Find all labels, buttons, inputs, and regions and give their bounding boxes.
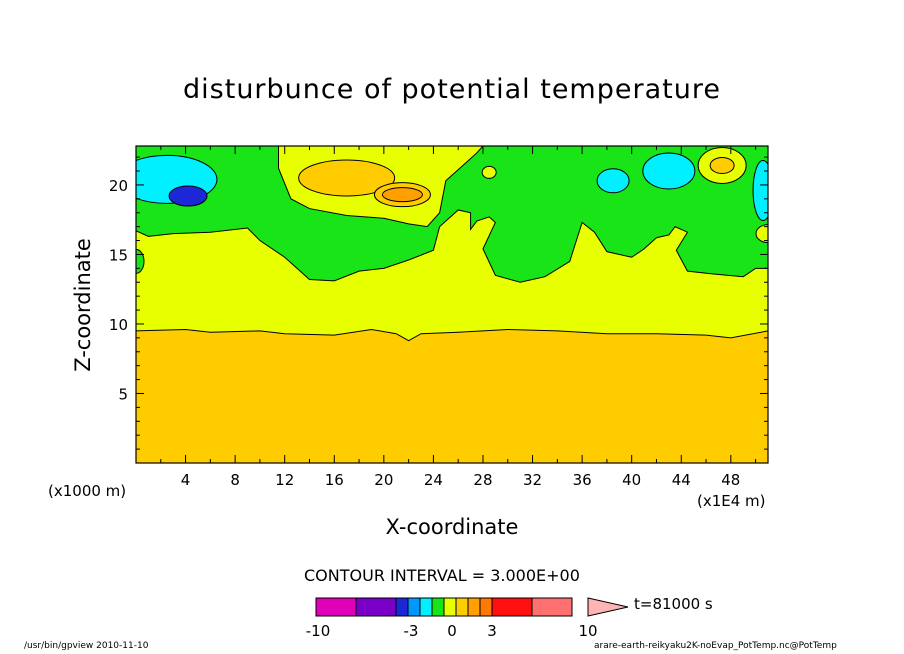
contour-interval-label: CONTOUR INTERVAL = 3.000E+00: [304, 566, 580, 585]
contour-layers: [136, 146, 768, 463]
region-lower-orange: [136, 329, 768, 463]
colorbar-tick-label: -10: [305, 622, 331, 640]
colorbar-swatch: [443, 597, 457, 617]
time-label: t=81000 s: [634, 595, 713, 613]
colorbar-tick-label: 10: [578, 622, 598, 640]
x-tick-label: 48: [721, 471, 740, 489]
x-tick-label: 4: [181, 471, 191, 489]
chart-title: disturbunce of potential temperature: [183, 74, 721, 105]
colorbar-swatch: [395, 597, 409, 617]
footer-left: /usr/bin/gpview 2010-11-10: [24, 641, 149, 651]
x-tick-label: 24: [424, 471, 443, 489]
footer-right: arare-earth-reikyaku2K-noEvap_PotTemp.nc…: [594, 641, 837, 651]
colorbar-arrow: [587, 597, 629, 617]
region-orange-east: [709, 156, 735, 174]
colorbar-tick-label: 0: [447, 622, 457, 640]
plot-frame: [135, 145, 769, 464]
x-tick-label: 12: [275, 471, 294, 489]
region-cyan-east-2: [642, 152, 696, 190]
contour-fill: [136, 146, 768, 463]
region-cyan-edge: [752, 160, 768, 221]
colorbar: [315, 597, 629, 617]
colorbar-tick-label: -3: [403, 622, 419, 640]
x-axis-unit: (x1000 m): [48, 482, 127, 500]
colorbar-swatch: [467, 597, 481, 617]
axis-unit-right: (x1E4 m): [697, 492, 766, 510]
x-tick-label: 8: [230, 471, 240, 489]
y-tick-label: 20: [109, 177, 128, 195]
plot-border: [135, 145, 769, 464]
region-yellow-orange: [298, 159, 396, 197]
x-tick-label: 36: [573, 471, 592, 489]
colorbar-tick-label: 3: [487, 622, 497, 640]
colorbar-swatch: [407, 597, 421, 617]
y-tick-label: 15: [109, 246, 128, 264]
y-tick-label: 5: [118, 385, 128, 403]
colorbar-swatch: [315, 597, 357, 617]
colorbar-swatch: [491, 597, 533, 617]
region-cyan-east: [596, 168, 630, 194]
x-tick-label: 44: [672, 471, 691, 489]
y-tick-label: 10: [109, 316, 128, 334]
colorbar-swatch: [419, 597, 433, 617]
region-green-west: [136, 248, 145, 274]
region-yellow-dot: [481, 165, 497, 179]
x-tick-label: 40: [622, 471, 641, 489]
region-orange: [381, 187, 423, 203]
region-blue: [168, 185, 208, 207]
colorbar-swatch: [355, 597, 397, 617]
x-tick-label: 16: [325, 471, 344, 489]
x-tick-label: 20: [374, 471, 393, 489]
colorbar-swatch: [479, 597, 493, 617]
colorbar-swatch: [455, 597, 469, 617]
colorbar-swatch: [431, 597, 445, 617]
region-yellow-east-edge: [755, 224, 768, 244]
x-tick-label: 32: [523, 471, 542, 489]
x-tick-label: 28: [473, 471, 492, 489]
x-axis-label: X-coordinate: [385, 515, 519, 539]
colorbar-swatch: [531, 597, 573, 617]
